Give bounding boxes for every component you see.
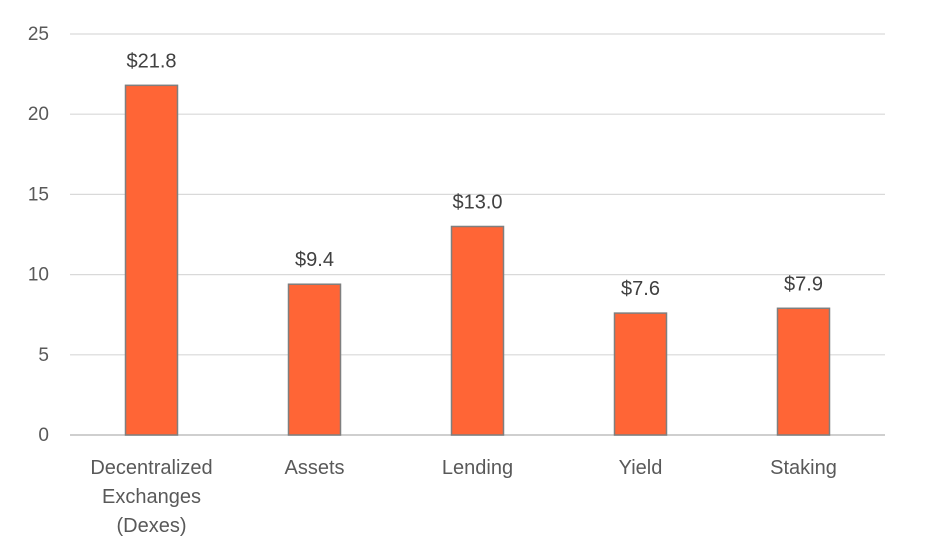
data-label: $13.0 [452,191,502,213]
bars [124,84,831,436]
x-category-label: Decentralized [90,457,212,479]
x-category-label: Staking [770,457,837,479]
y-tick-label: 5 [38,345,49,366]
data-label: $9.4 [295,249,334,271]
x-category-label: Yield [619,457,663,479]
bar [613,312,668,436]
x-category-label: Lending [442,457,513,479]
x-category-label: Assets [284,457,344,479]
data-labels: $21.8 $9.4 $13.0 $7.6 $7.9 [126,50,823,300]
x-axis-categories: Decentralized Exchanges (Dexes) Assets Lendi… [90,457,837,537]
data-label: $7.9 [784,273,823,295]
data-label: $7.6 [621,278,660,300]
y-tick-label: 25 [28,24,49,45]
x-category-label: (Dexes) [116,515,186,537]
y-tick-label: 15 [28,184,49,205]
bar [124,84,179,436]
bar [287,283,342,436]
data-label: $21.8 [126,50,176,72]
bar [776,307,831,436]
y-tick-label: 0 [38,425,49,446]
y-tick-label: 10 [28,265,49,286]
x-category-label: Exchanges [102,486,201,508]
y-axis-ticks: 0 5 10 15 20 25 [28,24,49,446]
bar [450,225,505,436]
y-tick-label: 20 [28,104,49,125]
